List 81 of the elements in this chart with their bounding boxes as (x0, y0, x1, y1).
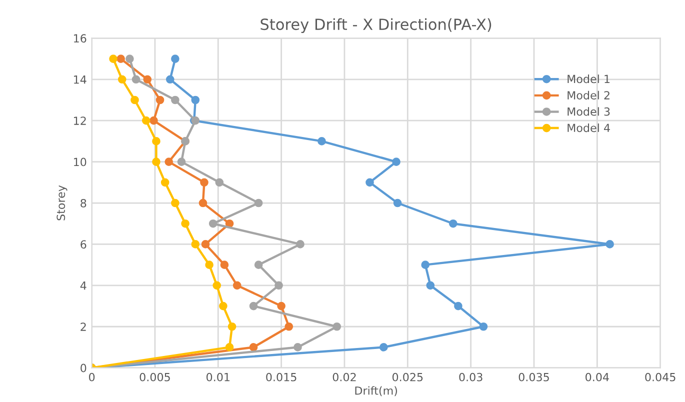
point (392, 158, 400, 166)
legend-label: Model 1 (568, 74, 610, 84)
y-tick-label: 4 (80, 282, 86, 290)
point (228, 322, 236, 331)
point (152, 137, 160, 146)
point (296, 240, 304, 248)
point (160, 178, 170, 187)
point (249, 302, 258, 310)
x-tick-label: 0.035 (518, 372, 549, 382)
point (479, 322, 488, 331)
point (177, 158, 186, 166)
y-axis-title: Storey (56, 185, 68, 220)
y-tick-label: 14 (74, 76, 86, 84)
point (191, 240, 200, 248)
x-tick-label: 0.025 (392, 372, 423, 382)
x-tick-label: 0.005 (140, 372, 170, 382)
point (212, 281, 222, 290)
point (254, 198, 263, 208)
point (220, 260, 229, 269)
point (150, 116, 158, 125)
y-tick-label: 6 (80, 240, 86, 249)
point (294, 343, 302, 352)
point (171, 198, 180, 208)
point (171, 54, 180, 63)
point (249, 343, 258, 352)
point (164, 158, 174, 166)
point (421, 260, 430, 269)
chart-title: Storey Drift - X Direction(PA-X) (260, 18, 492, 34)
point (171, 96, 180, 104)
point (198, 198, 208, 208)
point (379, 343, 388, 352)
legend-label: Model 3 (568, 107, 610, 116)
x-axis-title: Drift(m) (355, 386, 397, 396)
point (606, 240, 614, 248)
legend-label: Model 4 (568, 123, 610, 132)
point (219, 302, 228, 310)
point (191, 96, 200, 104)
x-tick-label: 0.04 (586, 372, 609, 382)
point (274, 281, 283, 290)
point (366, 178, 374, 187)
x-tick-label: 0.045 (645, 372, 676, 382)
x-tick-label: 0.02 (332, 372, 356, 382)
point (152, 158, 160, 166)
point (132, 75, 140, 84)
point (318, 137, 326, 146)
point (126, 54, 134, 63)
point (215, 178, 224, 187)
y-tick-label: 10 (74, 158, 86, 166)
x-tick-label: 0.015 (266, 372, 296, 382)
x-tick-label: 0.03 (459, 372, 482, 382)
point (156, 96, 164, 104)
point (200, 178, 208, 187)
point (277, 302, 286, 310)
point (130, 96, 139, 104)
y-tick-label: 8 (80, 198, 86, 208)
y-tick-label: 2 (80, 322, 86, 331)
point (332, 322, 342, 331)
point (109, 54, 118, 63)
point (181, 219, 190, 228)
point (393, 198, 402, 208)
point (143, 75, 152, 84)
point (118, 75, 126, 84)
point (454, 302, 462, 310)
point (254, 260, 263, 269)
point (448, 219, 458, 228)
x-tick-label: 0.01 (206, 372, 230, 382)
point (225, 343, 234, 352)
point (116, 54, 126, 63)
point (166, 75, 174, 84)
legend-label: Model 2 (568, 90, 610, 100)
point (232, 281, 242, 290)
x-tick-label: 0 (88, 372, 95, 382)
point (284, 322, 294, 331)
point (142, 116, 150, 125)
y-tick-label: 12 (74, 116, 86, 125)
y-tick-label: 16 (74, 34, 86, 43)
point (426, 281, 435, 290)
point (205, 260, 214, 269)
point (208, 219, 218, 228)
y-tick-label: 0 (80, 364, 86, 372)
point (201, 240, 210, 248)
